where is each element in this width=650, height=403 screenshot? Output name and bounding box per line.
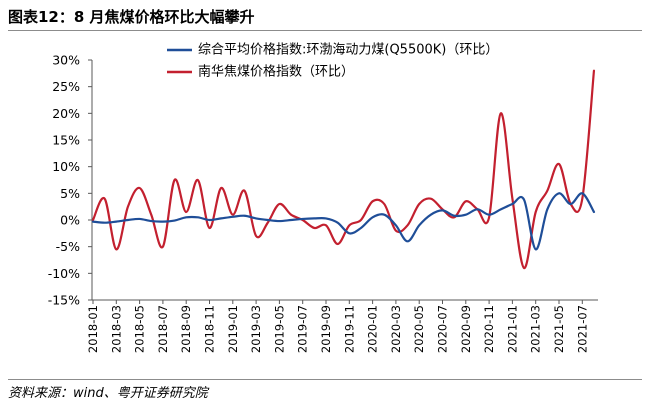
series-1-line (91, 192, 596, 251)
legend-item-series-1: 综合平均价格指数:环渤海动力煤(Q5500K)（环比） (167, 42, 498, 58)
legend: 综合平均价格指数:环渤海动力煤(Q5500K)（环比） 南华焦煤价格指数（环比） (167, 42, 498, 80)
x-tick-label: 2019-09 (319, 305, 333, 353)
y-tick-label: 30% (52, 53, 80, 68)
x-tick-label: 2018-01 (86, 305, 100, 353)
axes: 30% 25% 20% 15% 10% 5% 0% -5% -10% -15% 2018-01 201… (48, 53, 598, 353)
x-tick-label: 2019-07 (296, 305, 310, 353)
x-tick-label: 2018-07 (156, 305, 170, 353)
x-tick-label: 2018-11 (203, 305, 217, 353)
x-tick-label: 2020-09 (459, 305, 473, 353)
x-tick-label: 2018-03 (109, 305, 123, 353)
legend-label-series-1: 综合平均价格指数:环渤海动力煤(Q5500K)（环比） (198, 42, 498, 58)
series-1 (91, 192, 596, 251)
x-tick-label: 2019-03 (249, 305, 263, 353)
x-tick-label: 2021-03 (529, 305, 543, 353)
x-tick-label: 2019-05 (272, 305, 286, 353)
y-tick-label: 5% (60, 186, 80, 201)
legend-item-series-2: 南华焦煤价格指数（环比） (167, 64, 354, 80)
y-tick-label: 10% (52, 159, 80, 174)
x-tick-label: 2020-03 (389, 305, 403, 353)
y-tick-label: 20% (52, 106, 80, 121)
x-tick-label: 2020-11 (482, 305, 496, 353)
y-tick-label: 0% (60, 213, 80, 228)
y-tick-label: -5% (56, 239, 80, 254)
legend-label-series-2: 南华焦煤价格指数（环比） (198, 64, 354, 80)
chart-title: 图表12：8 月焦煤价格环比大幅攀升 (8, 8, 255, 26)
y-tick-label: 15% (52, 133, 80, 148)
x-tick-label: 2021-05 (552, 305, 566, 353)
x-tick-label: 2018-05 (133, 305, 147, 353)
x-tick-label: 2021-01 (505, 305, 519, 353)
series-lines (91, 69, 596, 270)
x-tick-label: 2020-05 (412, 305, 426, 353)
y-tick-label: -10% (48, 266, 80, 281)
source-note: 资料来源：wind、粤开证券研究院 (8, 385, 210, 401)
x-tick-label: 2021-07 (575, 305, 589, 353)
x-tick-label: 2018-09 (179, 305, 193, 353)
x-tick-label: 2019-01 (226, 305, 240, 353)
x-tick-label: 2020-07 (436, 305, 450, 353)
y-tick-label: -15% (48, 293, 80, 308)
y-tick-label: 25% (52, 79, 80, 94)
x-tick-label: 2019-11 (342, 305, 356, 353)
x-tick-label: 2020-01 (366, 305, 380, 353)
